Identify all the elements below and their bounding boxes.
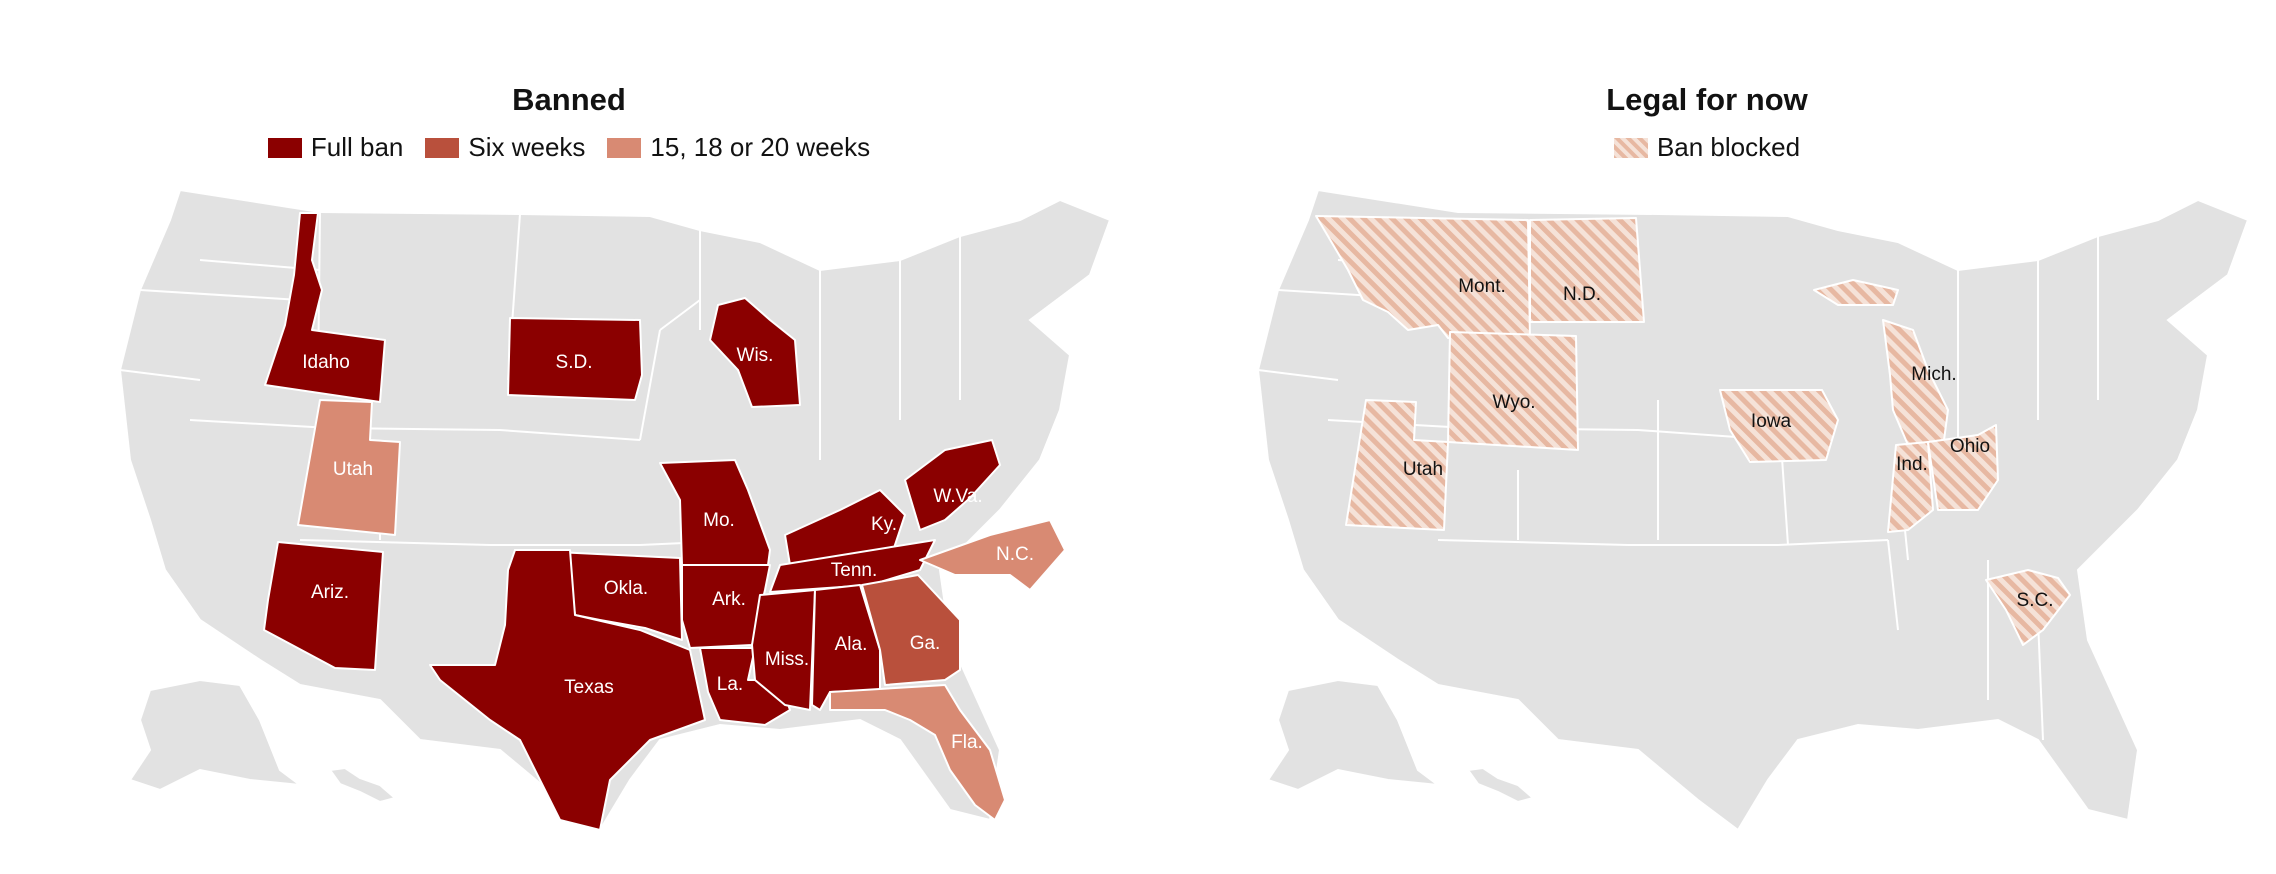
state-tennessee: [769, 539, 936, 593]
banned-us-map: Idaho S.D. Wis. Utah Mo. Ky. W.Va. N.C. …: [118, 188, 1112, 832]
label-wyoming: Wyo.: [1492, 392, 1535, 413]
legend-label-later-limit: 15, 18 or 20 weeks: [650, 132, 871, 162]
label-oklahoma: Okla.: [604, 578, 648, 599]
state-south-carolina: [1985, 569, 2071, 646]
state-south-dakota: [507, 317, 643, 401]
legend-swatch-later-limit: [607, 137, 642, 158]
legend-swatch-six-weeks: [425, 137, 460, 158]
state-north-carolina: [919, 519, 1066, 591]
legend-swatch-ban-blocked: [1613, 137, 1648, 158]
legend-item-full-ban: Full ban: [267, 132, 404, 163]
label-idaho: Idaho: [302, 352, 350, 373]
legal-map-title: Legal for now: [1606, 82, 1808, 117]
label-ohio: Ohio: [1950, 436, 1990, 457]
label-wisconsin: Wis.: [737, 345, 774, 366]
state-georgia: [861, 574, 961, 686]
legal-legend: Ban blocked: [1138, 132, 2276, 163]
legal-us-map: Mont. N.D. Wyo. Utah Iowa Mich. Ind. Ohi…: [1256, 188, 2250, 832]
state-utah: [297, 399, 401, 536]
state-idaho: [264, 212, 386, 403]
state-ohio: [1927, 424, 1999, 511]
label-west-virginia: W.Va.: [933, 486, 982, 507]
label-arkansas: Ark.: [712, 589, 746, 610]
label-indiana: Ind.: [1896, 454, 1928, 475]
legend-swatch-full-ban: [267, 137, 302, 158]
banned-map-panel: Banned Full ban Six weeks 15, 18 or 20 w…: [0, 82, 1138, 832]
legend-label-ban-blocked: Ban blocked: [1656, 132, 1801, 162]
legal-map-panel: Legal for now Ban blocked: [1138, 0, 2276, 874]
label-arizona: Ariz.: [311, 582, 349, 603]
banned-legend: Full ban Six weeks 15, 18 or 20 weeks: [0, 132, 1138, 163]
state-wisconsin: [709, 297, 801, 408]
state-texas: [429, 549, 706, 831]
legend-item-six-weeks: Six weeks: [425, 132, 585, 163]
label-michigan: Mich.: [1911, 364, 1956, 385]
label-tennessee: Tenn.: [831, 560, 877, 581]
label-utah: Utah: [333, 459, 373, 480]
hawaii-shape: [328, 766, 398, 804]
state-indiana: [1887, 441, 1934, 533]
label-louisiana: La.: [717, 674, 743, 695]
alaska-shape: [1266, 678, 1442, 792]
state-wyoming: [1447, 331, 1579, 451]
label-iowa: Iowa: [1751, 411, 1792, 432]
label-north-carolina: N.C.: [996, 544, 1034, 565]
label-south-dakota: S.D.: [556, 352, 593, 373]
label-texas: Texas: [564, 677, 614, 698]
label-florida: Fla.: [951, 732, 983, 753]
state-florida: [829, 684, 1006, 821]
state-arizona: [263, 541, 384, 671]
legend-item-later-limit: 15, 18 or 20 weeks: [607, 132, 870, 163]
label-utah: Utah: [1403, 459, 1443, 480]
label-kentucky: Ky.: [871, 514, 897, 535]
alaska-shape: [128, 678, 304, 792]
label-alabama: Ala.: [835, 634, 868, 655]
label-montana: Mont.: [1458, 276, 1506, 297]
state-missouri: [659, 459, 771, 566]
label-georgia: Ga.: [910, 633, 941, 654]
banned-map-title: Banned: [512, 82, 626, 117]
state-west-virginia: [904, 439, 1001, 531]
hawaii-shape: [1466, 766, 1536, 804]
label-mississippi: Miss.: [765, 649, 809, 670]
legend-item-ban-blocked: Ban blocked: [1613, 132, 1801, 163]
state-iowa: [1719, 389, 1839, 463]
label-north-dakota: N.D.: [1563, 284, 1601, 305]
state-utah: [1345, 399, 1449, 531]
legend-label-six-weeks: Six weeks: [468, 132, 586, 162]
label-south-carolina: S.C.: [2017, 590, 2054, 611]
legend-label-full-ban: Full ban: [310, 132, 404, 162]
label-missouri: Mo.: [703, 510, 735, 531]
state-north-dakota: [1529, 217, 1645, 323]
